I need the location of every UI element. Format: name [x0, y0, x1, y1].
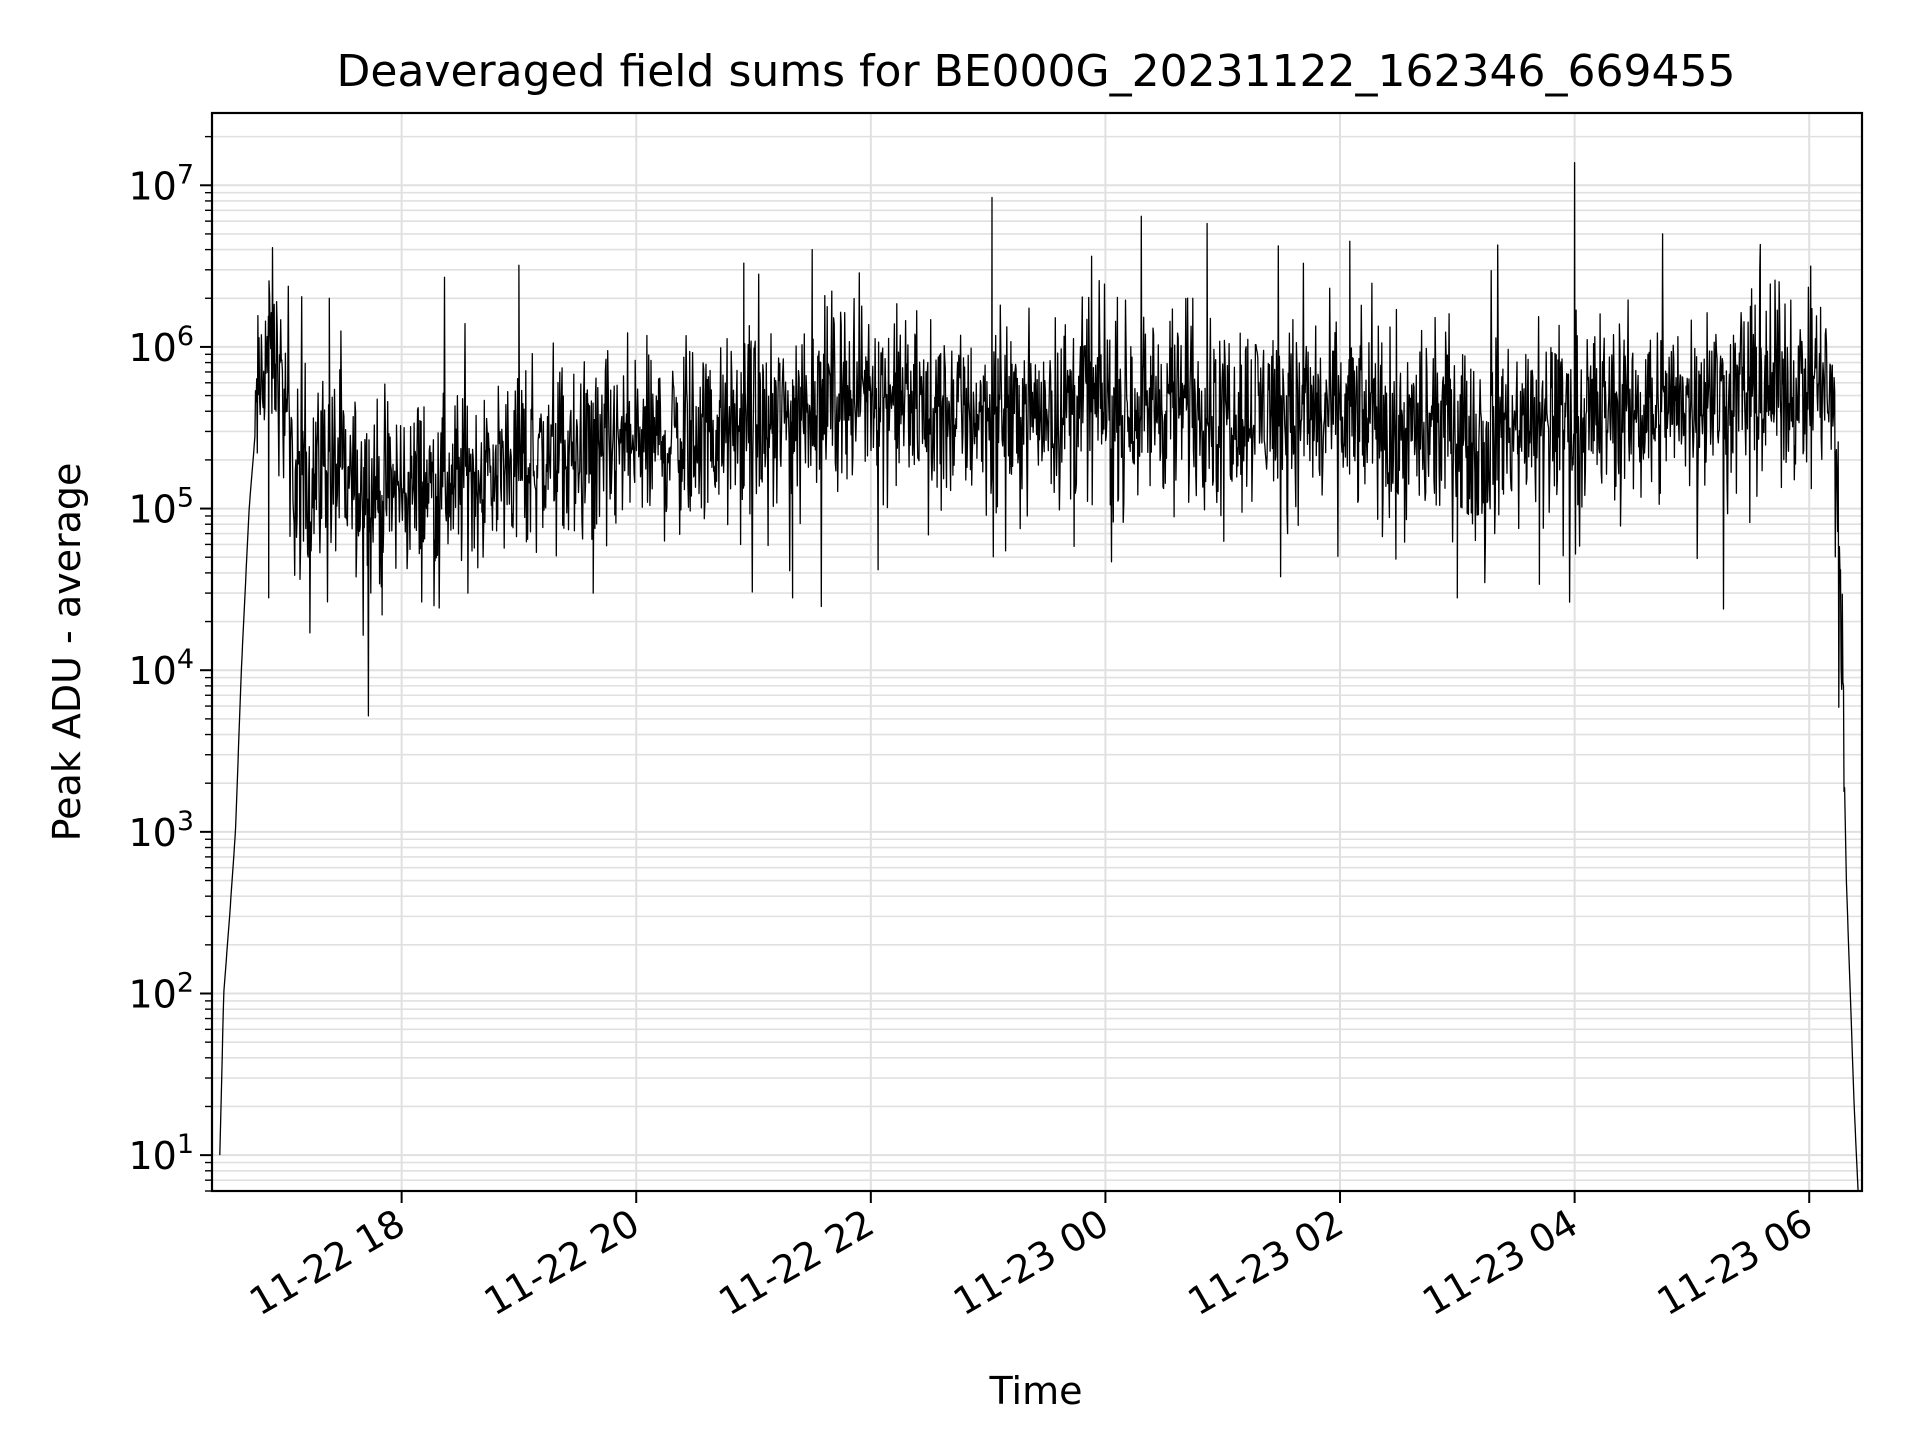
x-tick-label: 11-23 06: [1650, 1201, 1820, 1325]
grid: [212, 113, 1862, 1192]
y-tick-label: 102: [128, 967, 194, 1016]
plot-frame: [210, 111, 1864, 1193]
y-axis-title: Peak ADU - average: [45, 463, 89, 842]
x-tick-label: 11-22 18: [242, 1201, 412, 1325]
x-tick-label: 11-22 20: [477, 1201, 647, 1325]
x-tick-label: 11-23 04: [1415, 1201, 1585, 1325]
x-tick-label: 11-22 22: [711, 1201, 881, 1325]
y-tick-label: 104: [128, 644, 194, 693]
axis-ticks: 101 102 103 104 105 106 107 11-22 18 11-22 20 11-…: [128, 135, 1820, 1325]
x-tick-label: 11-23 02: [1181, 1201, 1351, 1325]
series-line: [219, 162, 1859, 1192]
plot-area: [219, 162, 1859, 1192]
y-tick-label: 107: [128, 159, 194, 208]
y-tick-label: 105: [128, 483, 194, 532]
y-tick-label: 106: [128, 321, 194, 370]
y-tick-label: 101: [128, 1129, 194, 1178]
x-tick-label: 11-23 00: [946, 1201, 1116, 1325]
chart-title: Deaveraged field sums for BE000G_2023112…: [337, 46, 1736, 97]
x-axis-title: Time: [989, 1369, 1083, 1413]
y-tick-label: 103: [128, 806, 194, 855]
